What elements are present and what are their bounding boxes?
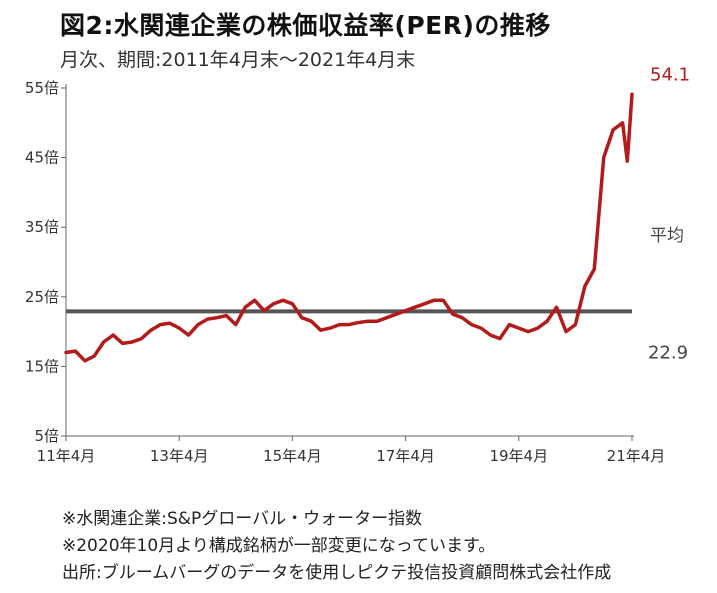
footnotes: ※水関連企業:S&Pグローバル・ウォーター指数 ※2020年10月より構成銘柄が… bbox=[62, 506, 611, 587]
x-tick-label: 17年4月 bbox=[376, 447, 435, 465]
footnote-index-source: ※水関連企業:S&Pグローバル・ウォーター指数 bbox=[62, 509, 423, 529]
x-tick-label: 21年4月 bbox=[607, 447, 666, 465]
x-tick-label: 13年4月 bbox=[150, 447, 209, 465]
y-tick-label: 55倍 bbox=[25, 79, 59, 97]
y-axis-ticks: 5倍 15倍 25倍 35倍 45倍 55倍 bbox=[25, 79, 66, 445]
x-tick-label: 11年4月 bbox=[37, 447, 96, 465]
y-tick-label: 35倍 bbox=[25, 218, 59, 236]
per-line-chart: 5倍 15倍 25倍 35倍 45倍 55倍 11年4月 13年4月 15年4月 17年4月 19… bbox=[25, 64, 690, 465]
series-end-label: 54.1 bbox=[650, 64, 690, 85]
y-tick-label: 45倍 bbox=[25, 149, 59, 167]
y-tick-label: 5倍 bbox=[34, 427, 59, 445]
y-tick-label: 15倍 bbox=[25, 357, 59, 375]
average-label: 平均 bbox=[650, 226, 684, 246]
x-tick-label: 19年4月 bbox=[489, 447, 548, 465]
y-tick-label: 25倍 bbox=[25, 288, 59, 306]
page-subtitle: 月次、期間:2011年4月末～2021年4月末 bbox=[60, 49, 416, 71]
page-title: 図2:水関連企業の株価収益率(PER)の推移 bbox=[60, 11, 551, 40]
per-series-line bbox=[64, 92, 634, 363]
x-tick-label: 15年4月 bbox=[263, 447, 322, 465]
footnote-data-source: 出所:ブルームバーグのデータを使用しピクテ投信投資顧問株式会社作成 bbox=[62, 563, 612, 583]
x-axis-ticks: 11年4月 13年4月 15年4月 17年4月 19年4月 21年4月 bbox=[37, 436, 666, 465]
footnote-constituent-change: ※2020年10月より構成銘柄が一部変更になっています。 bbox=[62, 536, 496, 556]
average-value-label: 22.9 bbox=[648, 342, 688, 363]
